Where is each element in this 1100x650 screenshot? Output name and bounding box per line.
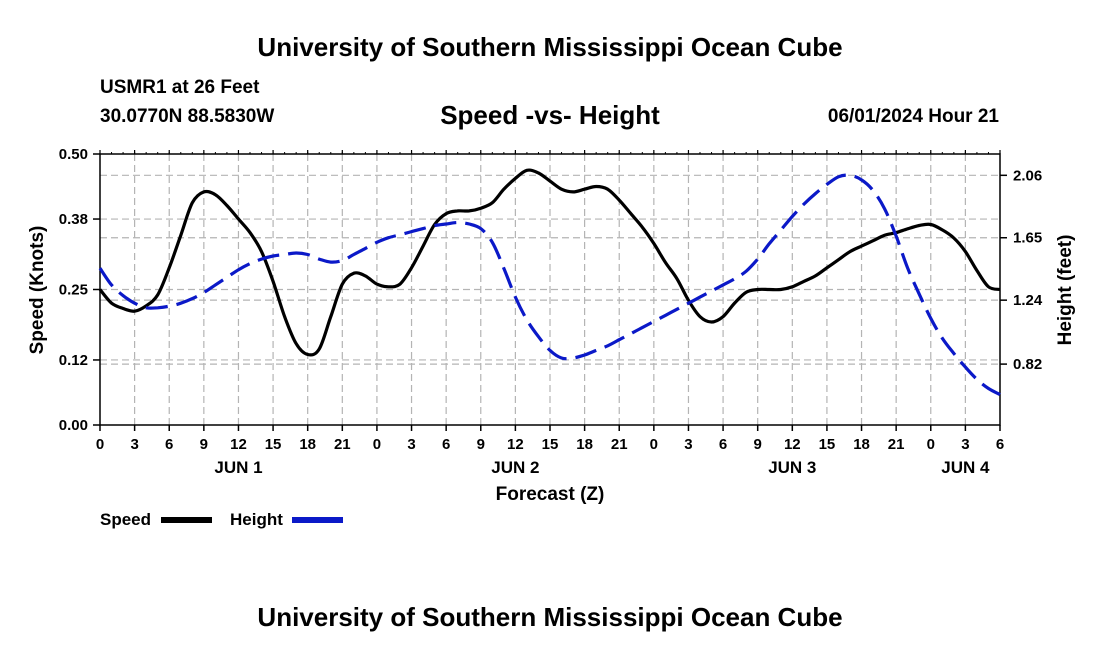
- y-tick-label: 0.25: [59, 282, 88, 299]
- y2-tick-label: 0.82: [1013, 356, 1042, 373]
- x-tick-label: 0: [927, 436, 935, 453]
- x-tick-label: 3: [407, 436, 415, 453]
- x-tick-label: 15: [542, 436, 559, 453]
- x-axis-label: Forecast (Z): [496, 484, 605, 505]
- date-label: JUN 4: [941, 458, 990, 477]
- series-line-speed: [98, 168, 1001, 357]
- legend: Speed Height: [100, 510, 343, 529]
- x-tick-label: 12: [507, 436, 524, 453]
- y2-axis-label: Height (feet): [1055, 235, 1076, 346]
- datetime-label: 06/01/2024 Hour 21: [827, 106, 999, 127]
- y2-tick-label: 2.06: [1013, 167, 1042, 184]
- x-tick-label: 3: [684, 436, 692, 453]
- date-label: JUN 3: [768, 458, 816, 477]
- x-tick-label: 15: [265, 436, 282, 453]
- x-tick-label: 6: [719, 436, 727, 453]
- y2-tick-label: 1.65: [1013, 230, 1042, 247]
- y-tick-label: 0.38: [59, 211, 88, 228]
- page-title: University of Southern Mississippi Ocean…: [257, 32, 843, 62]
- date-label: JUN 2: [491, 458, 539, 477]
- x-tick-label: 21: [611, 436, 628, 453]
- x-tick-label: 6: [442, 436, 450, 453]
- x-tick-label: 6: [165, 436, 173, 453]
- x-tick-label: 0: [96, 436, 104, 453]
- x-tick-label: 3: [130, 436, 138, 453]
- legend-speed-label: Speed: [100, 510, 151, 529]
- x-tick-label: 0: [650, 436, 658, 453]
- x-tick-label: 21: [888, 436, 905, 453]
- y-tick-label: 0.12: [59, 352, 88, 369]
- date-label: JUN 1: [214, 458, 262, 477]
- coordinates-label: 30.0770N 88.5830W: [100, 106, 275, 127]
- x-tick-label: 15: [819, 436, 836, 453]
- y-axis-label: Speed (Knots): [27, 226, 48, 355]
- x-tick-label: 18: [853, 436, 870, 453]
- series-group: [98, 168, 1001, 397]
- x-tick-label: 9: [200, 436, 208, 453]
- footer-title: University of Southern Mississippi Ocean…: [257, 602, 843, 632]
- x-tick-label: 18: [576, 436, 593, 453]
- station-label: USMR1 at 26 Feet: [100, 77, 260, 98]
- x-tick-label: 9: [477, 436, 485, 453]
- x-tick-label: 6: [996, 436, 1004, 453]
- grid: [100, 154, 1000, 425]
- x-tick-label: 9: [754, 436, 762, 453]
- x-tick-label: 21: [334, 436, 351, 453]
- x-tick-label: 18: [299, 436, 316, 453]
- x-tick-label: 3: [961, 436, 969, 453]
- y-tick-label: 0.50: [59, 146, 88, 163]
- x-tick-label: 12: [784, 436, 801, 453]
- series-line-height: [98, 173, 1001, 397]
- y2-tick-label: 1.24: [1013, 292, 1043, 309]
- y-tick-label: 0.00: [59, 417, 88, 434]
- x-tick-label: 12: [230, 436, 247, 453]
- axis-ticks: 0 3 6 9 12 15 18 21 0 3 6 9 12 15 18 21 0 3 6 9 12 15 18 21 0 3 6J…: [59, 146, 1043, 477]
- x-tick-label: 0: [373, 436, 381, 453]
- legend-height-label: Height: [230, 510, 283, 529]
- chart-title: Speed -vs- Height: [440, 100, 660, 130]
